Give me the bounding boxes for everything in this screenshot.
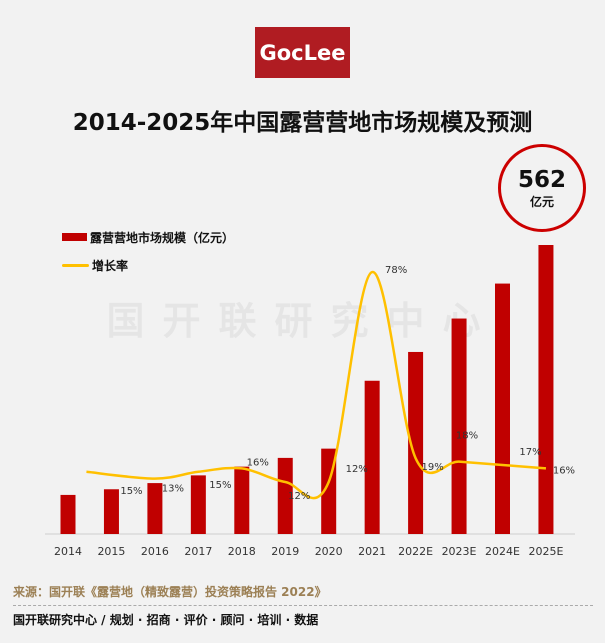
x-tick-label: 2016 xyxy=(141,545,169,558)
badge-value: 562 xyxy=(517,167,566,193)
x-tick-label: 2024E xyxy=(485,545,520,558)
growth-label-2016: 13% xyxy=(162,484,184,495)
growth-label-2022E: 19% xyxy=(421,462,443,473)
legend-swatch-line xyxy=(62,263,89,267)
bar-2014 xyxy=(60,494,76,534)
growth-label-2024E: 17% xyxy=(519,447,541,458)
chart-title: 2014-2025年中国露营营地市场规模及预测 xyxy=(72,110,533,136)
growth-line xyxy=(86,270,547,500)
bar-2021 xyxy=(364,380,380,534)
legend-label-line: 增长率 xyxy=(92,258,129,273)
growth-label-2015: 15% xyxy=(120,486,142,497)
growth-label-2025E: 16% xyxy=(553,465,575,476)
divider xyxy=(13,605,593,606)
badge-unit: 亿元 xyxy=(529,195,554,209)
watermark: 国开联研究中心 xyxy=(106,299,499,343)
bar-2022E xyxy=(408,351,424,534)
x-tick-label: 2022E xyxy=(398,545,433,558)
bar-2018 xyxy=(234,466,250,534)
bar-2023E xyxy=(451,318,467,534)
x-tick-label: 2020 xyxy=(315,545,343,558)
legend-label-bar: 露营营地市场规模（亿元） xyxy=(90,230,235,245)
growth-label-2018: 16% xyxy=(247,457,269,468)
legend: 露营营地市场规模（亿元） 增长率 xyxy=(62,228,234,284)
bar-2024E xyxy=(495,283,510,534)
growth-label-2020: 12% xyxy=(346,464,368,475)
x-tick-label: 2019 xyxy=(271,545,299,558)
x-tick-label: 2021 xyxy=(358,545,386,558)
growth-label-2021: 78% xyxy=(385,265,407,276)
bar-2015 xyxy=(103,489,119,534)
bar-2019 xyxy=(277,457,293,534)
bar-2025E xyxy=(538,245,554,534)
x-tick-label: 2017 xyxy=(184,545,212,558)
goclee-logo: GocLee xyxy=(255,27,350,78)
x-tick-label: 2023E xyxy=(442,545,477,558)
growth-label-2019: 12% xyxy=(288,491,310,502)
footer-text: 国开联研究中心 / 规划 · 招商 · 评价 · 顾问 · 培训 · 数据 xyxy=(13,613,319,627)
legend-item-line: 增长率 xyxy=(62,256,234,274)
x-tick-label: 2015 xyxy=(97,545,125,558)
highlight-badge: 562 亿元 xyxy=(498,144,586,232)
x-tick-label: 2025E xyxy=(528,545,563,558)
legend-item-bar: 露营营地市场规模（亿元） xyxy=(62,228,234,246)
source-note: 来源：国开联《露营地（精致露营）投资策略报告 2022》 xyxy=(13,585,327,599)
bar-2017 xyxy=(190,475,206,534)
x-tick-label: 2018 xyxy=(228,545,256,558)
growth-label-2017: 15% xyxy=(209,480,231,491)
legend-swatch-bar xyxy=(62,233,87,241)
bar-2016 xyxy=(147,483,163,534)
x-tick-label: 2014 xyxy=(54,545,82,558)
growth-label-2023E: 18% xyxy=(456,431,478,442)
